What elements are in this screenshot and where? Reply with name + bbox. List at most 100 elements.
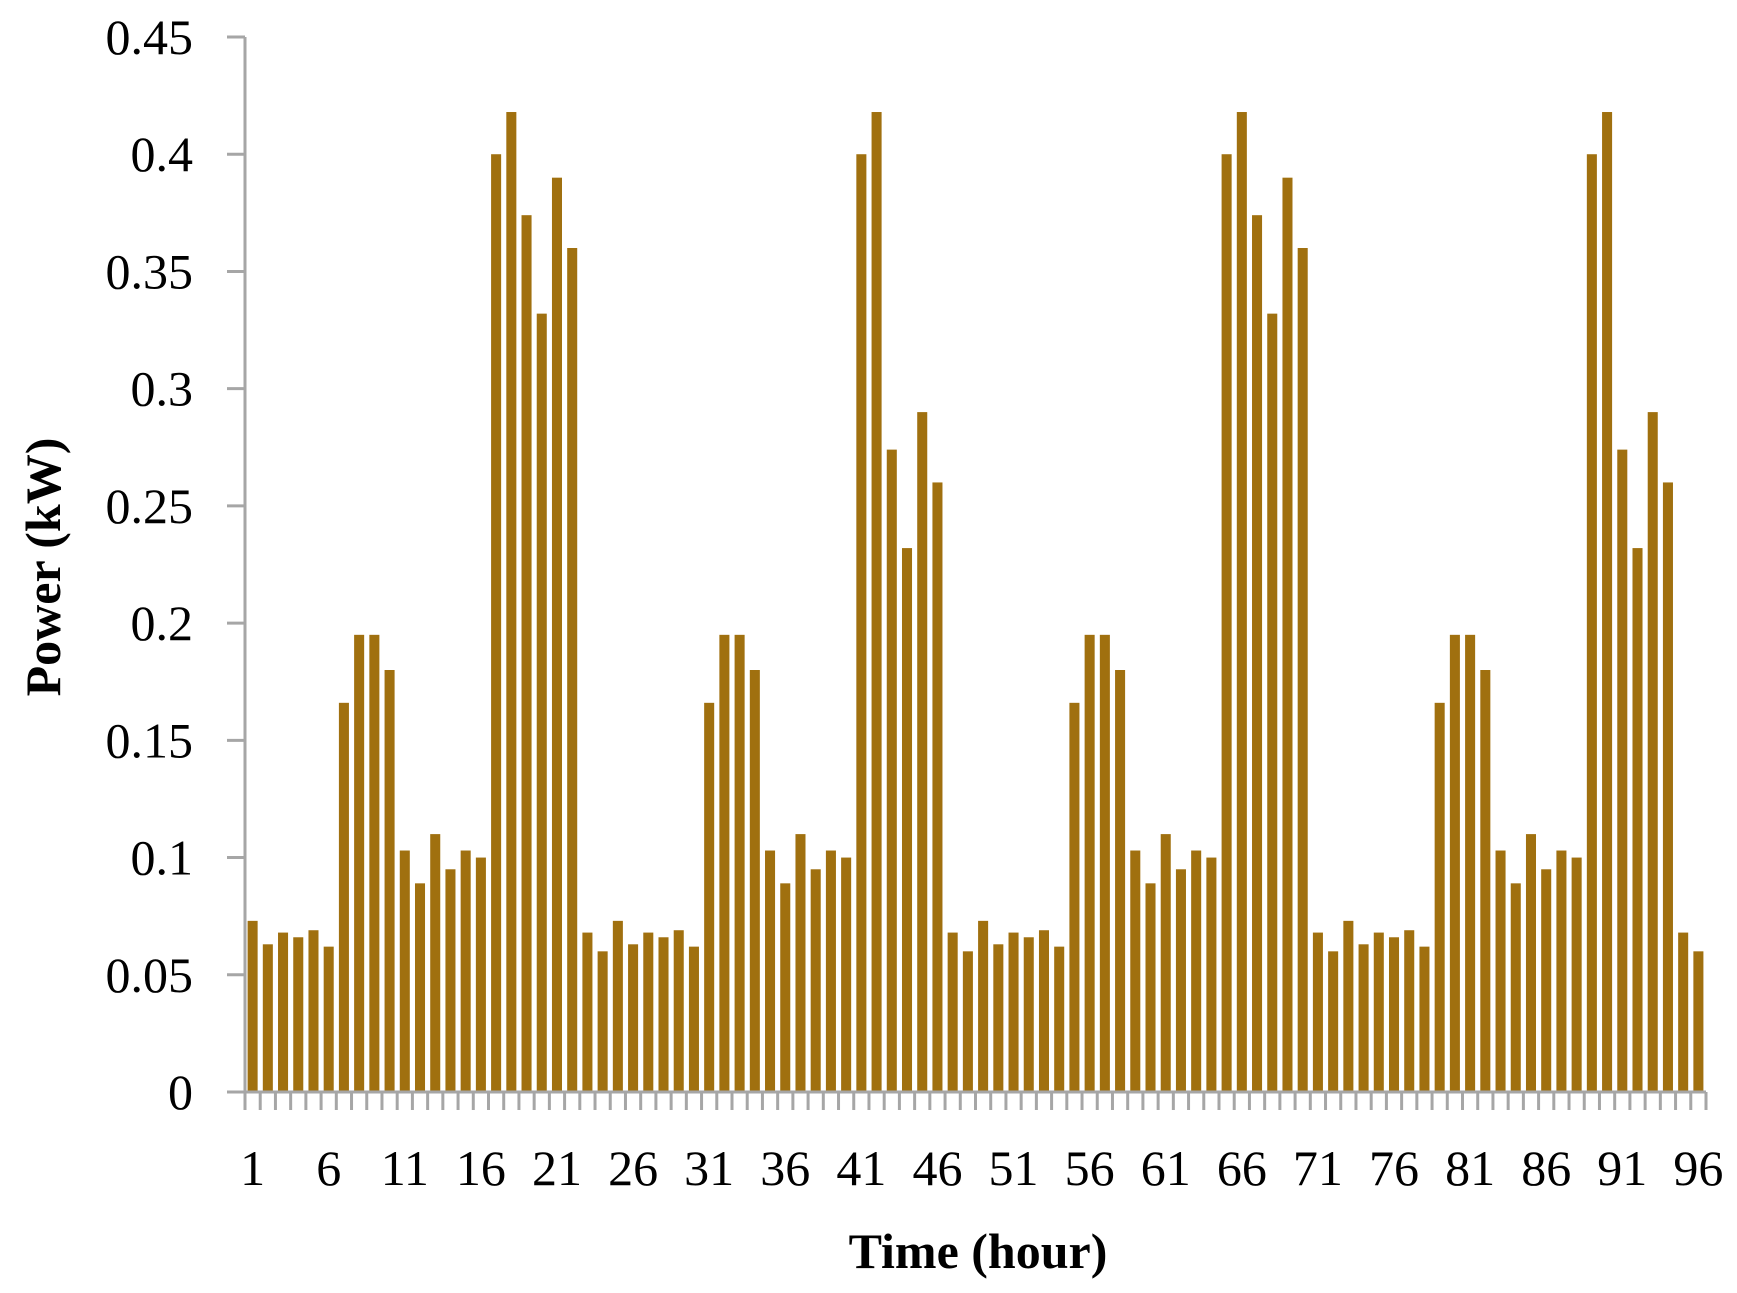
bar-hour-57	[1099, 634, 1110, 1092]
bar-hour-52	[1023, 937, 1034, 1092]
bar-hour-88	[1571, 857, 1582, 1092]
bar-hour-2	[262, 944, 273, 1092]
bar-hour-16	[475, 857, 486, 1092]
y-axis-ticks	[227, 35, 245, 1094]
bar-hour-8	[354, 634, 365, 1092]
bar-hour-79	[1434, 702, 1445, 1092]
x-tick-label: 46	[912, 1140, 962, 1196]
y-axis-title: Power (kW)	[15, 438, 71, 697]
bar-hour-48	[962, 951, 973, 1092]
bar-hour-14	[445, 869, 456, 1092]
y-tick-label: 0.3	[131, 361, 194, 417]
bar-hour-50	[993, 944, 1004, 1092]
bar-hour-81	[1465, 634, 1476, 1092]
x-tick-label: 36	[760, 1140, 810, 1196]
bar-hour-21	[551, 177, 562, 1093]
bar-hour-17	[491, 154, 502, 1093]
y-tick-label: 0.05	[106, 947, 194, 1003]
bar-hour-38	[810, 869, 821, 1092]
x-tick-label: 71	[1293, 1140, 1343, 1196]
x-axis-title: Time (hour)	[849, 1223, 1108, 1279]
bar-hour-45	[917, 412, 928, 1092]
x-tick-label: 11	[381, 1140, 429, 1196]
y-tick-label: 0.45	[106, 9, 194, 65]
bar-hour-84	[1510, 883, 1521, 1092]
bar-hour-3	[278, 932, 289, 1092]
bar-hour-5	[308, 930, 319, 1092]
bar-hour-44	[901, 548, 913, 1092]
bar-hour-59	[1130, 850, 1141, 1092]
bar-hour-9	[369, 634, 380, 1092]
bar-hour-27	[643, 932, 654, 1092]
bar-hour-1	[247, 920, 258, 1092]
x-tick-label: 56	[1065, 1140, 1115, 1196]
x-axis-ticks	[243, 1092, 1708, 1110]
bar-hour-6	[323, 946, 334, 1092]
bar-hour-72	[1328, 951, 1339, 1092]
bar-hour-78	[1419, 946, 1430, 1092]
bar-hour-82	[1480, 670, 1491, 1092]
bar-hour-28	[658, 937, 669, 1092]
bar-hour-58	[1115, 670, 1126, 1092]
bar-hour-90	[1602, 112, 1613, 1092]
y-tick-label: 0.35	[106, 243, 194, 299]
bar-hour-76	[1388, 937, 1400, 1092]
bar-hour-30	[688, 946, 699, 1092]
x-tick-label: 61	[1141, 1140, 1191, 1196]
x-tick-label: 66	[1217, 1140, 1267, 1196]
x-tick-label: 91	[1597, 1140, 1647, 1196]
bar-hour-12	[414, 883, 426, 1092]
bar-hour-95	[1678, 932, 1689, 1092]
bar-hour-46	[932, 482, 943, 1092]
bar-hour-19	[521, 215, 532, 1092]
bar-hour-80	[1449, 634, 1460, 1092]
bar-hour-25	[612, 920, 623, 1092]
bar-hour-69	[1282, 177, 1293, 1093]
bar-hour-36	[780, 883, 791, 1092]
x-tick-label: 96	[1673, 1140, 1723, 1196]
bars	[247, 112, 1704, 1093]
x-tick-label: 6	[316, 1140, 341, 1196]
bar-hour-11	[399, 850, 410, 1092]
y-tick-label: 0.1	[131, 830, 194, 886]
x-axis-tick-labels: 1 6 11 16 21 26 31 36 41 46 51 56 61 66 71 76 81 86 91 96	[240, 1140, 1723, 1196]
x-tick-label: 16	[456, 1140, 506, 1196]
bar-hour-55	[1069, 702, 1080, 1092]
x-tick-label: 76	[1369, 1140, 1419, 1196]
bar-hour-71	[1312, 932, 1323, 1092]
bar-hour-94	[1662, 482, 1673, 1092]
bar-hour-23	[582, 932, 593, 1092]
bar-hour-85	[1525, 834, 1536, 1092]
bar-hour-31	[704, 702, 715, 1092]
bar-hour-42	[871, 112, 882, 1092]
y-axis-tick-labels: 0 0.05 0.1 0.15 0.2 0.25 0.3 0.35 0.4 0.45	[106, 9, 194, 1120]
y-tick-label: 0	[168, 1064, 193, 1120]
bar-hour-34	[749, 670, 760, 1092]
x-tick-label: 31	[684, 1140, 734, 1196]
bar-hour-56	[1084, 634, 1095, 1092]
x-tick-label: 1	[240, 1140, 265, 1196]
bar-hour-89	[1586, 154, 1597, 1093]
bar-hour-70	[1297, 248, 1308, 1092]
bar-hour-43	[886, 449, 897, 1092]
bar-hour-63	[1191, 850, 1202, 1092]
x-tick-label: 86	[1521, 1140, 1571, 1196]
bar-hour-91	[1617, 449, 1628, 1092]
x-tick-label: 41	[836, 1140, 886, 1196]
bar-hour-77	[1404, 930, 1415, 1092]
bar-hour-73	[1343, 920, 1354, 1092]
bar-hour-7	[338, 702, 349, 1092]
bar-hour-35	[765, 850, 776, 1092]
bar-hour-41	[856, 154, 867, 1093]
bar-hour-39	[825, 850, 836, 1092]
bar-hour-15	[460, 850, 471, 1092]
bar-hour-64	[1206, 857, 1217, 1092]
bar-hour-20	[536, 313, 547, 1092]
y-tick-label: 0.4	[131, 126, 194, 182]
bar-hour-67	[1252, 215, 1263, 1092]
bar-hour-47	[947, 932, 958, 1092]
bar-hour-61	[1160, 834, 1171, 1092]
bar-hour-68	[1267, 313, 1278, 1092]
bar-hour-51	[1008, 932, 1019, 1092]
